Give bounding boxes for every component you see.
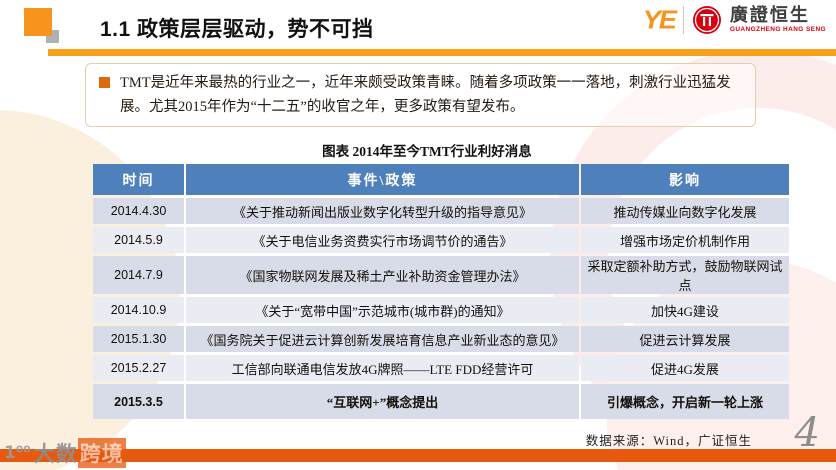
cell-impact: 增强市场定价机制作用 [581,227,789,253]
cell-event: 《国务院关于促进云计算创新发展培育信息产业新业态的意见》 [186,326,579,352]
cell-impact: 促进4G发展 [581,355,789,381]
table-row: 2014.7.9 《国家物联网发展及稀土产业补助资金管理办法》 采取定额补助方式，鼓… [93,256,789,294]
table-row: 2015.3.5 “互联网+”概念提出 引爆概念，开启新一轮上涨 [93,384,789,419]
brand-subtitle: GUANGZHENG HANG SENG [729,26,826,34]
site-watermark: 1⁰⁰ 大数 跨境 [4,438,126,468]
bottom-accent-bar [0,449,836,462]
cell-time: 2015.2.27 [93,355,184,381]
summary-text: TMT是近年来最热的行业之一，近年来颇受政策青睐。随着多项政策一一落地，刺激行业… [120,75,731,115]
watermark-text-2: 跨境 [77,438,126,468]
watermark-logo-icon: 1⁰⁰ [4,443,31,463]
table-row: 2014.4.30 《关于推动新闻出版业数字化转型升级的指导意见》 推动传媒业向数字… [93,198,789,224]
cell-time: 2015.1.30 [93,326,184,352]
title-underline-bar [48,49,836,56]
data-source-note: 数据来源：Wind，广证恒生 [585,434,752,448]
table-header-row: 时间 事件\政策 影响 [93,164,789,195]
cell-event: 工信部向联通电信发放4G牌照——LTE FDD经营许可 [186,355,579,381]
column-header-time: 时间 [93,164,184,195]
cell-event: “互联网+”概念提出 [186,384,579,419]
cell-event: 《国家物联网发展及稀土产业补助资金管理办法》 [186,256,579,294]
red-seal-icon [692,5,722,35]
cell-time: 2014.7.9 [93,256,184,294]
table-row: 2015.1.30 《国务院关于促进云计算创新发展培育信息产业新业态的意见》 促进云… [93,326,789,352]
cell-time: 2014.5.9 [93,227,184,253]
table-row: 2014.5.9 《关于电信业务资费实行市场调节价的通告》 增强市场定价机制作用 [93,227,789,253]
cell-impact: 引爆概念，开启新一轮上涨 [581,384,789,419]
cell-impact: 加快4G建设 [581,297,789,323]
cell-time: 2014.10.9 [93,297,184,323]
cell-impact: 促进云计算发展 [581,326,789,352]
summary-box: TMT是近年来最热的行业之一，近年来颇受政策青睐。随着多项政策一一落地，刺激行业… [85,63,756,127]
watermark-text-1: 大数 [33,443,78,466]
cell-impact: 推动传媒业向数字化发展 [581,198,789,224]
brand-name: 廣證恒生 [729,5,810,26]
page-title: 1.1 政策层层驱动，势不可挡 [100,18,374,41]
cell-impact: 采取定额补助方式，鼓励物联网试点 [581,256,789,294]
cell-time: 2014.4.30 [93,198,184,224]
ye-logo: YE [642,5,677,34]
table-row: 2014.10.9 《关于“宽带中国”示范城市(城市群)的通知》 加快4G建设 [93,297,789,323]
decor-orange-square [24,8,52,36]
table-caption: 图表 2014年至今TMT行业利好消息 [322,144,532,159]
column-header-event: 事件\政策 [186,164,579,195]
brand-text: 廣證恒生 GUANGZHENG HANG SENG [730,6,826,34]
cell-event: 《关于推动新闻出版业数字化转型升级的指导意见》 [186,198,579,224]
cell-event: 《关于电信业务资费实行市场调节价的通告》 [186,227,579,253]
cell-event: 《关于“宽带中国”示范城市(城市群)的通知》 [186,297,579,323]
page-number: 4 [794,410,820,456]
brand-divider [682,6,684,34]
policy-table: 时间 事件\政策 影响 2014.4.30 《关于推动新闻出版业数字化转型升级的指… [91,161,791,422]
brand-lockup: YE 廣證恒生 GUANGZHENG HANG SENG [643,5,826,35]
table-row: 2015.2.27 工信部向联通电信发放4G牌照——LTE FDD经营许可 促进4G… [93,355,789,381]
bullet-square-icon [99,77,110,88]
column-header-impact: 影响 [581,164,789,195]
cell-time: 2015.3.5 [93,384,184,419]
